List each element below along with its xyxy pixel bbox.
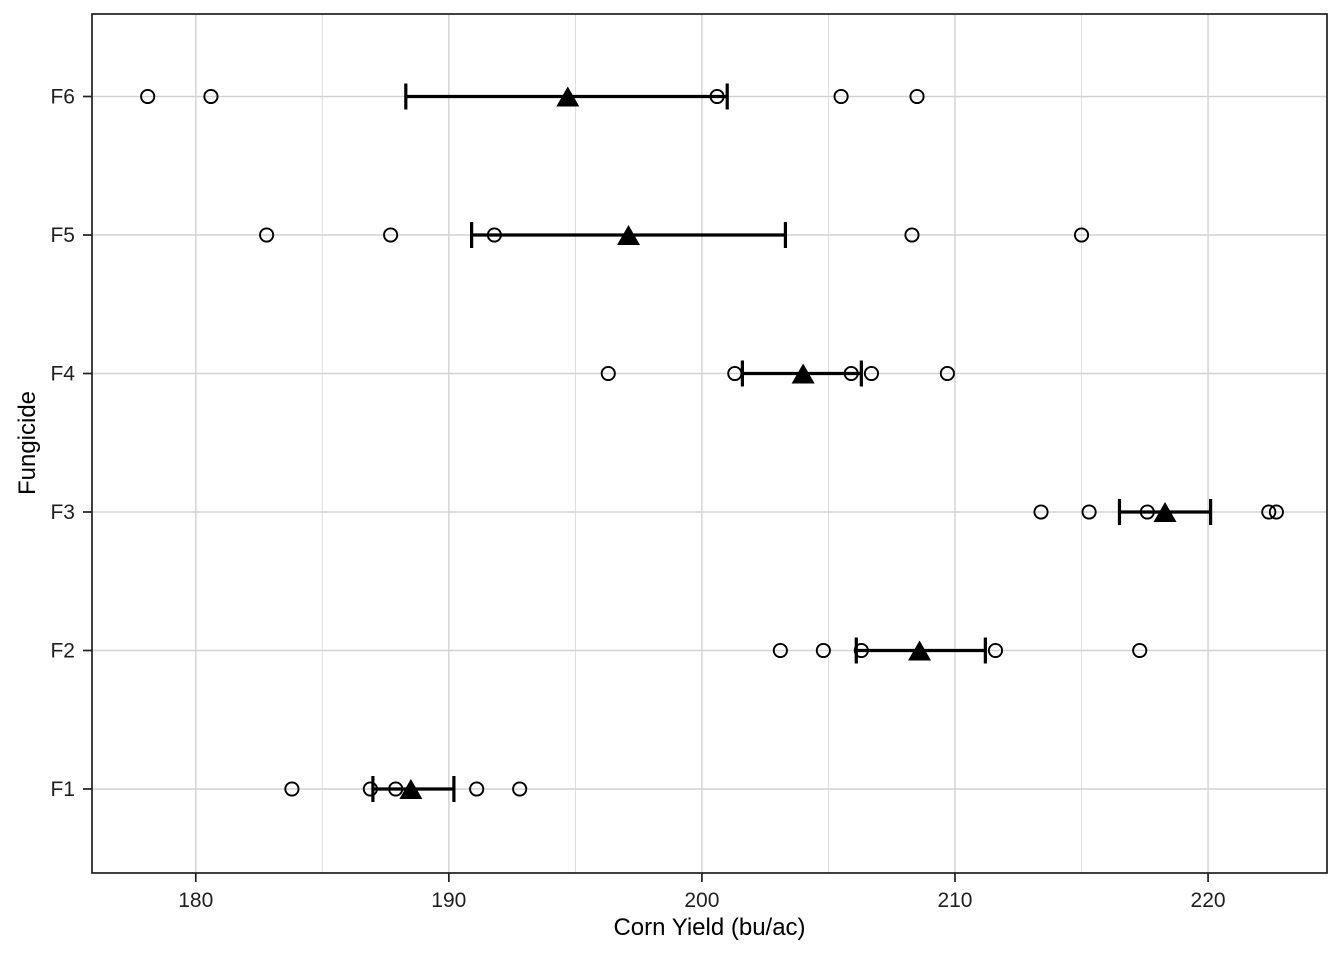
- y-tick-label: F2: [50, 640, 75, 663]
- x-tick-label: 200: [684, 889, 719, 912]
- mean-triangle-marker: [617, 225, 641, 245]
- observation-point: [1261, 504, 1277, 520]
- observation-point: [1268, 504, 1284, 520]
- observation-point: [1033, 504, 1049, 520]
- y-tick-label: F1: [50, 778, 75, 801]
- observation-point: [1139, 504, 1155, 520]
- observation-point: [772, 642, 788, 659]
- observation-point: [853, 642, 869, 659]
- observation-point: [203, 88, 219, 105]
- observation-point: [863, 365, 880, 382]
- observation-point: [1132, 642, 1148, 659]
- observation-point: [512, 781, 528, 797]
- observation-point: [284, 781, 300, 797]
- observation-point: [939, 365, 955, 382]
- x-tick-label: 220: [1191, 889, 1226, 912]
- y-tick-label: F6: [50, 86, 75, 109]
- x-tick-label: 190: [431, 889, 466, 912]
- observation-point: [140, 88, 156, 105]
- observation-point: [383, 227, 399, 243]
- observation-point: [709, 88, 725, 105]
- observation-point: [815, 642, 831, 659]
- observation-point: [1081, 504, 1097, 520]
- panel-background: [92, 14, 1327, 873]
- observation-point: [600, 365, 616, 382]
- observation-point: [904, 227, 920, 243]
- observation-point: [833, 88, 849, 105]
- observation-point: [1073, 227, 1090, 243]
- observation-point: [469, 781, 485, 797]
- observation-point: [843, 365, 859, 382]
- mean-triangle-marker: [1153, 502, 1177, 522]
- y-tick-label: F3: [50, 501, 75, 524]
- observation-point: [259, 227, 275, 243]
- observation-point: [388, 781, 404, 797]
- mean-triangle-marker: [556, 86, 580, 107]
- mean-triangle-marker: [908, 640, 932, 661]
- observation-point: [727, 365, 743, 382]
- observation-point: [362, 781, 378, 797]
- y-axis-title: Fungicide: [14, 390, 41, 496]
- x-tick-label: 210: [937, 889, 972, 912]
- mean-triangle-marker: [791, 363, 815, 384]
- observation-point: [909, 88, 925, 105]
- y-tick-label: F5: [50, 224, 75, 247]
- mean-triangle-marker: [399, 779, 423, 799]
- observation-point: [987, 642, 1004, 659]
- x-axis-title: Corn Yield (bu/ac): [613, 914, 806, 941]
- panel-border: [91, 13, 1328, 874]
- y-tick-label: F4: [50, 363, 75, 386]
- observation-point: [486, 227, 502, 243]
- x-tick-label: 180: [178, 889, 213, 912]
